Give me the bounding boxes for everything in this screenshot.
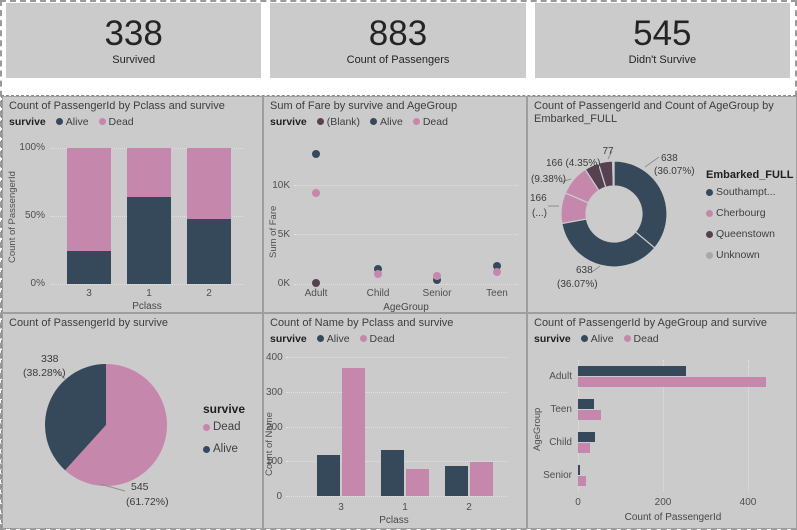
chart-title: Sum of Fare by survive and AgeGroup xyxy=(270,100,458,112)
kpi-card-passengers[interactable]: 883 Count of Passengers xyxy=(270,3,526,78)
kpi-card-didnt-survive[interactable]: 545 Didn't Survive xyxy=(534,3,790,78)
chart-legend: survive Alive Dead xyxy=(534,332,659,345)
kpi-label-didnt-survive: Didn't Survive xyxy=(628,54,697,66)
chart-legend: survive Alive Dead xyxy=(9,115,134,128)
donut-chart[interactable]: 77 166 (4.35%) (9.38%) 166 (...) 638 (36.07%) 6… xyxy=(530,146,794,290)
column-chart[interactable]: survive Alive Dead 0 100 200 300 400 3 1 2 Pclass Co… xyxy=(264,314,526,528)
chart-title: Count of PassengerId by survive xyxy=(9,317,168,329)
panel-pclass-stacked-bar[interactable]: Count of PassengerId by Pclass and survi… xyxy=(2,96,263,313)
panel-name-columns[interactable]: Count of Name by Pclass and survive surv… xyxy=(263,313,527,529)
chart-title: Count of PassengerId by Pclass and survi… xyxy=(9,100,225,112)
chart-title: Count of PassengerId and Count of AgeGro… xyxy=(534,100,774,125)
legend-dot-icon xyxy=(359,335,367,342)
panel-survive-pie[interactable]: Count of PassengerId by survive 338 (38.2… xyxy=(2,313,263,529)
legend-dot-icon xyxy=(580,335,588,342)
kpi-value-passengers: 883 xyxy=(368,14,428,53)
panel-agegroup-hbar[interactable]: Count of PassengerId by AgeGroup and sur… xyxy=(527,313,797,529)
kpi-row: 338 Survived 883 Count of Passengers 545… xyxy=(6,3,790,78)
legend-dot-icon xyxy=(316,118,324,125)
kpi-label-passengers: Count of Passengers xyxy=(346,54,450,66)
chart-title: Count of Name by Pclass and survive xyxy=(270,317,454,329)
legend-dot-icon xyxy=(98,118,106,125)
legend-dot-icon xyxy=(706,230,713,238)
kpi-value-survived: 338 xyxy=(104,14,163,53)
legend-dot-icon xyxy=(623,335,631,342)
chart-legend: survive Alive Dead xyxy=(270,332,395,345)
legend-dot-icon xyxy=(203,445,210,453)
chart-legend: survive Dead Alive xyxy=(203,402,246,455)
legend-dot-icon xyxy=(706,188,713,196)
legend-dot-icon xyxy=(316,335,324,342)
chart-legend: survive (Blank) Alive Dead xyxy=(270,115,448,128)
legend-dot-icon xyxy=(203,423,210,431)
legend-dot-icon xyxy=(370,118,378,125)
pie-chart[interactable]: 338 (38.28%) 545 (61.72%) survive Dead Alive xyxy=(23,353,246,508)
kpi-value-didnt-survive: 545 xyxy=(633,14,692,53)
panel-fare-scatter[interactable]: Sum of Fare by survive and AgeGroup surv… xyxy=(263,96,527,313)
scatter-chart[interactable]: survive (Blank) Alive Dead 10K 5K 0K Adult Child… xyxy=(264,97,526,312)
kpi-card-survived[interactable]: 338 Survived xyxy=(6,3,262,78)
legend-dot-icon xyxy=(55,118,63,125)
hbar-chart[interactable]: survive Alive Dead 0 200 400 Adult Teen Child Sen… xyxy=(528,314,796,528)
panel-embarked-donut[interactable]: Count of PassengerId and Count of AgeGro… xyxy=(527,96,797,313)
chart-legend: Embarked_FULL Southampt... Cherbourg Queens… xyxy=(706,169,794,261)
legend-dot-icon xyxy=(706,251,713,259)
chart-title: Count of PassengerId by AgeGroup and sur… xyxy=(534,317,767,329)
stacked-bar-chart[interactable]: survive Alive Dead 100% 50% 0% 3 1 2 Pclass Count … xyxy=(3,97,262,312)
kpi-label-survived: Survived xyxy=(112,54,156,66)
legend-dot-icon xyxy=(412,118,420,125)
legend-dot-icon xyxy=(706,209,713,217)
charts-grid: Count of PassengerId by Pclass and survi… xyxy=(1,95,797,529)
